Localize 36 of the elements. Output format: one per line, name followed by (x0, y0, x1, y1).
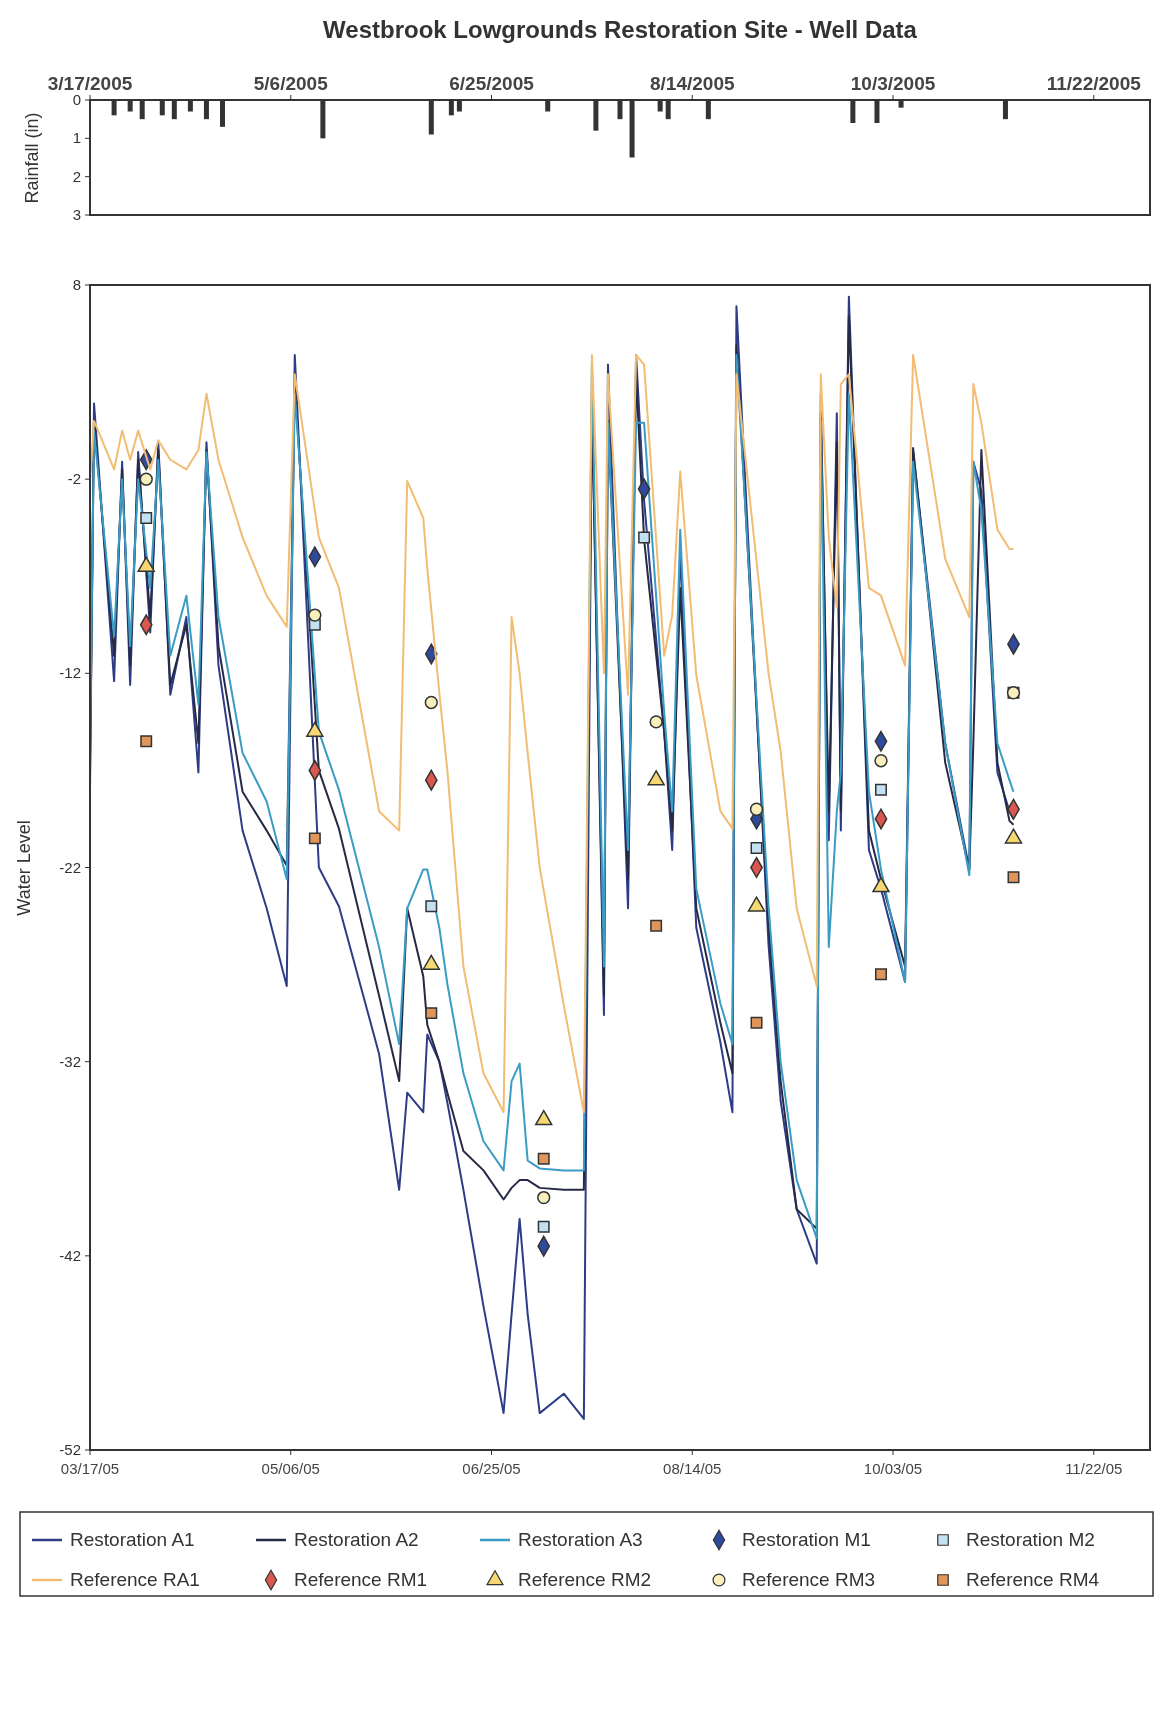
y-tick-label: 1 (72, 129, 81, 147)
x-tick-label: 10/03/05 (863, 1460, 923, 1477)
x-tick-label: 06/25/05 (462, 1460, 521, 1477)
y-axis-title: Water Level (14, 820, 34, 916)
x-tick-label: 6/25/2005 (449, 73, 535, 94)
y-tick-label: 2 (72, 167, 81, 185)
x-tick-label: 5/6/2005 (253, 73, 329, 94)
legend-label: Reference RM1 (294, 1569, 428, 1590)
legend-label: Reference RM3 (742, 1569, 876, 1590)
y-tick-label: -22 (59, 858, 81, 876)
y-axis-title: Rainfall (in) (22, 112, 42, 204)
legend-label: Restoration A2 (294, 1529, 419, 1550)
y-tick-label: 3 (72, 206, 81, 223)
y-tick-label: -52 (59, 1441, 81, 1458)
x-tick-label: 10/3/2005 (850, 73, 936, 94)
y-tick-label: 0 (72, 91, 81, 108)
legend-label: Restoration M1 (742, 1529, 871, 1550)
legend-label: Restoration A1 (70, 1529, 195, 1550)
y-tick-label: -2 (67, 470, 81, 488)
x-tick-label: 03/17/05 (60, 1460, 120, 1477)
y-tick-label: -32 (59, 1052, 81, 1070)
x-tick-label: 3/17/2005 (47, 73, 133, 94)
x-tick-label: 08/14/05 (663, 1460, 722, 1477)
legend-label: Restoration A3 (518, 1529, 643, 1550)
x-tick-label: 11/22/2005 (1046, 73, 1142, 94)
chart-title: Westbrook Lowgrounds Restoration Site - Well Data (323, 16, 918, 43)
y-tick-label: -42 (59, 1246, 81, 1264)
legend-label: Reference RA1 (70, 1569, 200, 1590)
x-tick-label: 11/22/05 (1065, 1460, 1123, 1477)
y-tick-label: -12 (59, 664, 81, 682)
legend-label: Reference RM4 (966, 1569, 1100, 1590)
legend-label: Reference RM2 (518, 1569, 652, 1590)
legend-label: Restoration M2 (966, 1529, 1095, 1550)
y-tick-label: 8 (72, 276, 81, 293)
x-tick-label: 05/06/05 (261, 1460, 320, 1477)
x-tick-label: 8/14/2005 (650, 73, 735, 94)
